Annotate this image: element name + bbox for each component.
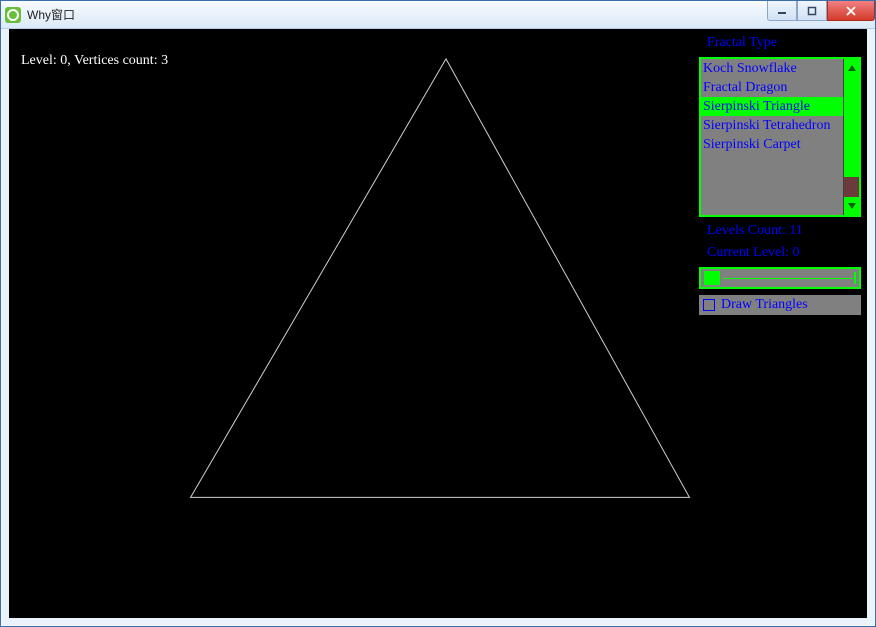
- app-icon: [5, 7, 21, 23]
- scroll-thumb[interactable]: [844, 77, 859, 187]
- app-window: Why窗口 Level: 0, Vertices count: 3 Fracta…: [0, 0, 876, 627]
- draw-triangles-row[interactable]: Draw Triangles: [699, 295, 861, 315]
- draw-triangles-label: Draw Triangles: [721, 297, 808, 313]
- fractal-list-item[interactable]: Koch Snowflake: [701, 59, 843, 78]
- fractal-list-item[interactable]: Sierpinski Triangle: [701, 97, 843, 116]
- minimize-button[interactable]: [767, 1, 797, 21]
- fractal-list-item[interactable]: Sierpinski Carpet: [701, 135, 843, 154]
- fractal-list-item[interactable]: Sierpinski Tetrahedron: [701, 116, 843, 135]
- current-level-label: Current Level: 0: [699, 245, 861, 261]
- level-slider[interactable]: [699, 267, 861, 289]
- draw-triangles-checkbox[interactable]: [703, 299, 715, 311]
- slider-end-tick: [854, 272, 856, 284]
- window-controls: [767, 1, 875, 21]
- maximize-button[interactable]: [797, 1, 827, 21]
- scroll-track-lower: [844, 177, 859, 197]
- fractal-list-item[interactable]: Fractal Dragon: [701, 78, 843, 97]
- window-title: Why窗口: [27, 6, 75, 23]
- scroll-track[interactable]: [844, 77, 859, 197]
- levels-count-label: Levels Count: 11: [699, 223, 861, 239]
- slider-track: [723, 278, 853, 279]
- fractal-type-items: Koch SnowflakeFractal DragonSierpinski T…: [701, 59, 843, 215]
- listbox-scrollbar[interactable]: [843, 59, 859, 215]
- close-button[interactable]: [827, 1, 875, 21]
- titlebar[interactable]: Why窗口: [1, 1, 875, 29]
- status-text: Level: 0, Vertices count: 3: [21, 53, 168, 69]
- scroll-up-button[interactable]: [844, 59, 859, 77]
- client-area: Level: 0, Vertices count: 3 Fractal Type…: [9, 29, 867, 618]
- side-panel: Fractal Type Koch SnowflakeFractal Drago…: [699, 35, 861, 315]
- slider-thumb[interactable]: [704, 271, 720, 285]
- fractal-type-listbox[interactable]: Koch SnowflakeFractal DragonSierpinski T…: [699, 57, 861, 217]
- fractal-type-label: Fractal Type: [699, 35, 861, 51]
- scroll-down-button[interactable]: [844, 197, 859, 215]
